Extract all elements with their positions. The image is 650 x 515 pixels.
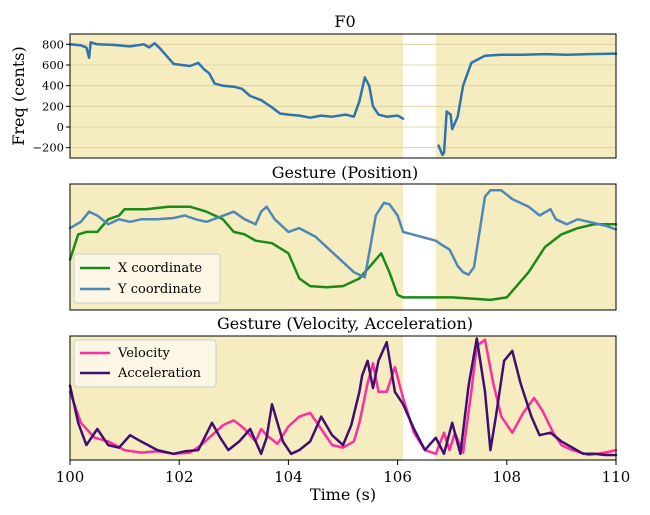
- f0-y-tick-label: 0: [57, 120, 64, 134]
- f0-gridlines: [70, 43, 616, 149]
- velocity-acceleration-panel: Gesture (Velocity, Acceleration) Velocit…: [56, 314, 631, 504]
- f0-panel: F0 −200 0 200 400 600 800 Freq (cents): [9, 12, 618, 159]
- position-plot-frame: [69, 183, 617, 311]
- position-series: [68, 189, 618, 302]
- f0-plot-background: [70, 34, 616, 158]
- x-tick-label: 104: [274, 468, 303, 486]
- f0-y-tick-label: 800: [42, 37, 64, 51]
- legend-acceleration-label: Acceleration: [117, 366, 202, 381]
- velocity-acceleration-title: Gesture (Velocity, Acceleration): [217, 314, 473, 333]
- legend-y-coordinate-label: Y coordinate: [117, 282, 202, 297]
- velocity-acceleration-legend: Velocity Acceleration: [73, 339, 217, 388]
- f0-title: F0: [334, 12, 355, 31]
- f0-line: [68, 41, 405, 120]
- position-gap-region: [403, 184, 436, 310]
- x-ticks: 100 102 104 106 108 110: [56, 460, 631, 486]
- x-tick-label: 110: [602, 468, 631, 486]
- x-tick-label: 108: [492, 468, 521, 486]
- f0-y-tick-label: 400: [42, 79, 64, 93]
- x-tick-label: 100: [56, 468, 85, 486]
- position-panel: Gesture (Position) X coordinate Y coordi…: [68, 163, 618, 311]
- velocity-acceleration-plot-frame: [69, 335, 617, 461]
- f0-y-ticks: −200 0 200 400 600 800: [32, 37, 70, 155]
- x-tick-label: 106: [383, 468, 412, 486]
- legend-velocity-label: Velocity: [117, 346, 171, 361]
- f0-plot-frame: [69, 33, 617, 159]
- f0-y-tick-label: −200: [32, 141, 64, 155]
- velocity-acceleration-series: [68, 337, 618, 457]
- f0-line: [437, 52, 618, 157]
- f0-series: [68, 41, 618, 157]
- x-axis-label: Time (s): [310, 485, 376, 504]
- f0-gap-region: [403, 34, 436, 158]
- f0-y-axis-label: Freq (cents): [9, 46, 28, 145]
- x-coordinate-line: [68, 205, 618, 302]
- x-tick-label: 102: [165, 468, 194, 486]
- acceleration-line: [68, 337, 618, 457]
- position-legend-box: [73, 253, 221, 304]
- y-coordinate-line: [68, 189, 618, 279]
- f0-y-tick-label: 200: [42, 99, 64, 113]
- f0-y-tick-label: 600: [42, 58, 64, 72]
- position-legend: X coordinate Y coordinate: [73, 253, 221, 304]
- position-title: Gesture (Position): [272, 163, 418, 182]
- legend-x-coordinate-label: X coordinate: [118, 261, 202, 276]
